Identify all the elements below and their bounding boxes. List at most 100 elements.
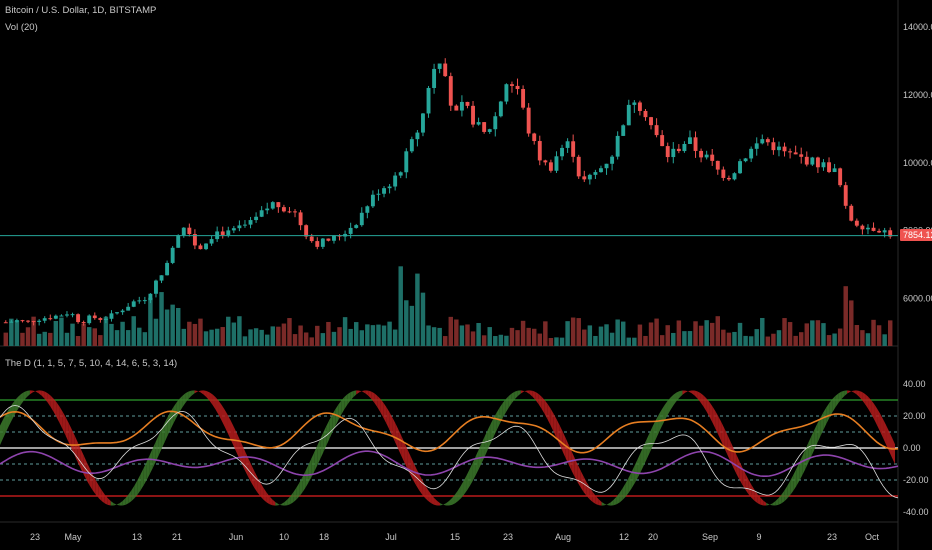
volume-bar: [81, 323, 86, 346]
candle-body: [387, 186, 392, 189]
volume-bar: [159, 292, 164, 346]
candle-body: [270, 202, 275, 209]
volume-bar: [698, 325, 704, 346]
candle-body: [576, 156, 581, 177]
indicator-ribbon-segment: [841, 390, 845, 400]
candle-body: [220, 231, 225, 235]
indicator-ribbon-segment: [254, 471, 258, 493]
indicator-ribbon-segment: [329, 414, 333, 440]
candle-body: [421, 113, 425, 133]
indicator-ribbon-segment: [868, 396, 872, 414]
indicator-ribbon-segment: [179, 395, 183, 412]
candle-body: [92, 315, 97, 319]
indicator-ribbon-segment: [472, 455, 476, 481]
candle-body: [604, 163, 609, 169]
candle-body: [409, 139, 414, 152]
volume-bar: [548, 337, 554, 346]
candle-body: [754, 143, 759, 149]
indicator-ribbon-segment: [760, 497, 764, 506]
indicator-ribbon-segment: [212, 394, 216, 410]
indicator-ribbon-segment: [227, 414, 231, 440]
price-candles: [3, 58, 893, 326]
candle-body: [582, 176, 587, 180]
indicator-ribbon-segment: [326, 420, 330, 446]
volume-bar: [14, 320, 20, 346]
indicator-ribbon-segment: [152, 441, 156, 469]
indicator-ribbon-segment: [341, 397, 345, 415]
indicator-ribbon-segment: [92, 474, 96, 495]
candle-body: [443, 63, 448, 77]
indicator-ribbon-segment: [281, 502, 285, 506]
volume-bar: [865, 333, 871, 346]
indicator-ribbon-segment: [143, 461, 147, 486]
indicator-ribbon-segment: [808, 436, 812, 464]
indicator-ribbon-segment: [499, 402, 503, 424]
candle-body: [320, 238, 325, 247]
indicator-ribbon-segment: [347, 392, 351, 405]
candle-body: [42, 318, 47, 321]
candle-body: [53, 315, 58, 319]
indicator-ribbon-segment: [631, 465, 635, 489]
indicator-ribbon-segment: [490, 417, 494, 443]
candle-body: [765, 139, 770, 143]
candle-body: [682, 143, 687, 152]
candle-body: [226, 230, 231, 235]
candle-body: [426, 87, 431, 114]
volume-bar: [120, 321, 125, 346]
indicator-ribbon-segment: [856, 390, 860, 397]
indicator-ribbon-segment: [194, 390, 198, 394]
volume-bar: [732, 331, 737, 346]
candle-body: [749, 148, 754, 159]
candle-body: [571, 141, 576, 157]
volume-bar: [798, 332, 804, 346]
indicator-ribbon-segment: [604, 503, 608, 506]
candle-body: [676, 148, 681, 152]
volume-bar: [615, 319, 620, 346]
indicator-ribbon-segment: [47, 393, 51, 408]
volume-bar: [92, 328, 98, 346]
indicator-ribbon-segment: [622, 483, 626, 500]
candle-body: [276, 202, 281, 208]
indicator-ribbon-segment: [487, 423, 491, 450]
indicator-tick-label: -40.00: [903, 507, 929, 517]
volume-legend: Vol (20): [5, 22, 38, 33]
indicator-ribbon-segment: [721, 422, 725, 449]
indicator-ribbon-segment: [601, 501, 605, 506]
indicator-ribbon-segment: [628, 471, 632, 493]
candle-body: [537, 141, 542, 161]
volume-bar: [504, 335, 509, 346]
volume-bar: [620, 321, 626, 346]
indicator-ribbon-segment: [44, 391, 48, 403]
volume-bar: [826, 335, 832, 346]
candle-body: [626, 104, 631, 126]
volume-bar: [782, 318, 787, 346]
indicator-ribbon-segment: [595, 495, 599, 506]
volume-bar: [276, 326, 281, 346]
indicator-ribbon-segment: [395, 422, 399, 449]
price-tick-label: 10000.00: [903, 158, 932, 168]
candle-body: [198, 245, 203, 250]
volume-bar: [765, 336, 771, 346]
candle-body: [738, 161, 742, 174]
indicator-ribbon-segment: [218, 400, 222, 421]
indicator-ribbon-segment: [437, 500, 441, 506]
volume-bar: [704, 320, 709, 346]
indicator-ribbon-segment: [742, 467, 746, 490]
candle-body: [599, 168, 603, 173]
indicator-ribbon-segment: [688, 390, 692, 394]
indicator-ribbon-segment: [263, 487, 267, 503]
indicator-ribbon-segment: [104, 494, 108, 505]
time-tick-label: 18: [319, 532, 329, 542]
indicator-tick-label: 20.00: [903, 411, 926, 421]
indicator-ribbon-segment: [535, 392, 539, 405]
purple-oscillator-line: [0, 450, 899, 477]
volume-bar: [554, 337, 559, 346]
time-axis: 23 May 13 21 Jun 10 18 Jul 15 23 Aug 12 20 Sep 9 23 Oct: [30, 532, 880, 542]
time-tick-label: 9: [756, 532, 761, 542]
candle-body: [788, 151, 793, 153]
candle-body: [37, 320, 42, 322]
indicator-ribbon-segment: [691, 390, 695, 396]
volume-bar: [654, 318, 659, 346]
indicator-ribbon-segment: [610, 499, 614, 506]
